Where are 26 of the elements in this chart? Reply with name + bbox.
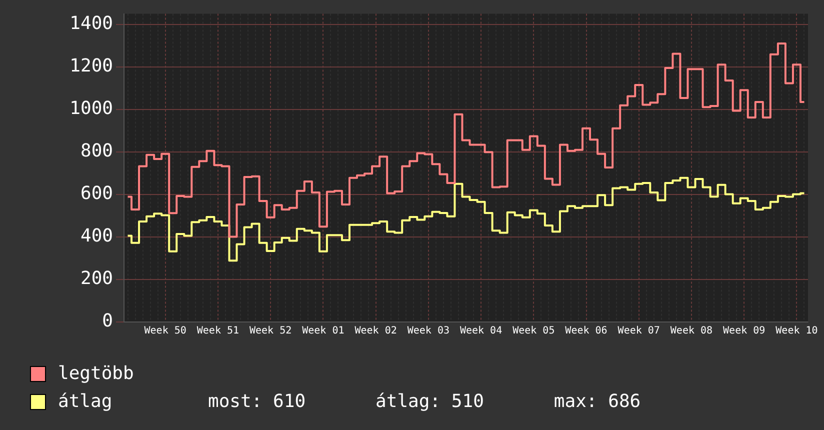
x-tick-label: Week 51	[196, 326, 240, 337]
x-tick-label: Week 01	[302, 326, 344, 337]
y-tick-label: 200	[80, 268, 113, 290]
x-tick-label: Week 50	[144, 326, 186, 337]
y-tick-label: 1400	[70, 13, 113, 34]
x-tick-label: Week 06	[565, 326, 608, 337]
x-tick-label: Week 07	[618, 326, 660, 337]
x-tick-label: Week 03	[407, 326, 450, 337]
legend-label: átlag	[58, 390, 114, 414]
y-tick-label: 800	[80, 140, 113, 162]
y-tick-label: 1000	[70, 98, 113, 120]
y-tick-label: 600	[80, 183, 113, 204]
text: max: 686	[554, 390, 641, 414]
text: most: 610	[208, 390, 306, 414]
y-tick-label: 400	[80, 226, 113, 247]
x-tick-label: Week 05	[512, 326, 555, 337]
x-tick-label: Week 08	[670, 326, 713, 337]
x-tick-label: Week 02	[354, 326, 397, 337]
text: átlag: 510	[376, 390, 484, 414]
x-tick-label: Week 52	[249, 326, 292, 337]
x-tick-label: Week 10	[776, 326, 818, 337]
y-tick-label: 1200	[70, 56, 113, 77]
x-tick-label: Week 09	[723, 326, 766, 337]
y-tick-label: 0	[102, 310, 113, 332]
x-tick-label: Week 04	[460, 326, 502, 337]
legend-label: legtöbb	[58, 362, 135, 386]
